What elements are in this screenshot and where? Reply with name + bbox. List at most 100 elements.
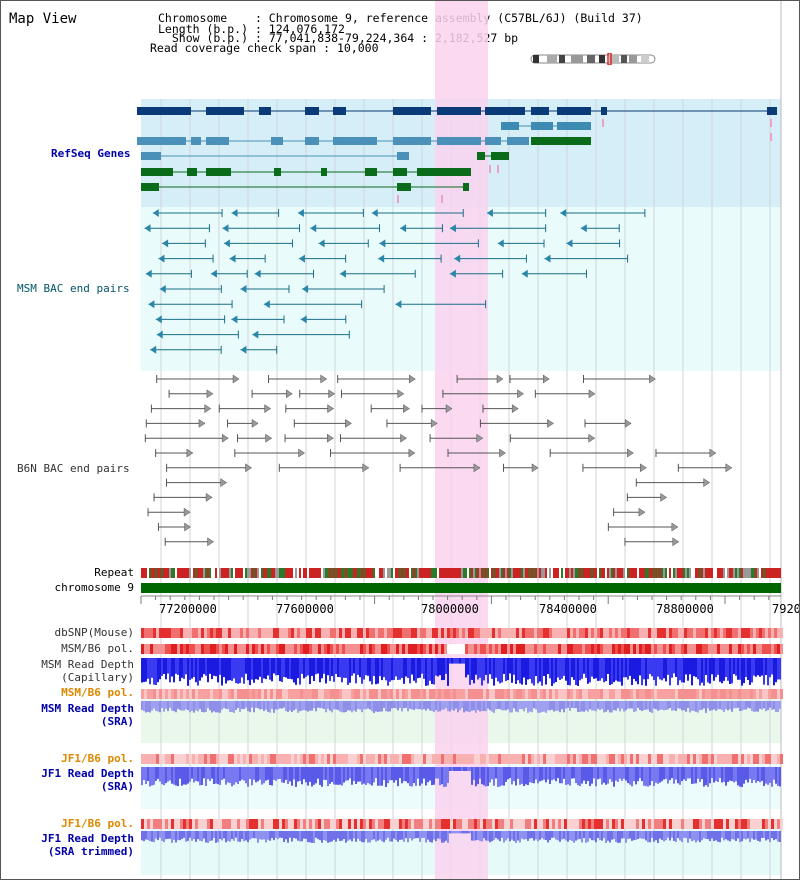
heat-cell [780, 819, 783, 829]
depth-bar [649, 831, 651, 843]
repeat-element [177, 568, 179, 578]
depth-bar [141, 701, 143, 710]
depth-bar [653, 658, 655, 681]
depth-bar [187, 767, 189, 784]
heat-cell [192, 644, 195, 654]
heat-cell [540, 754, 543, 764]
depth-bar [691, 701, 693, 711]
refseq-exon [485, 107, 525, 115]
heat-cell [504, 689, 507, 699]
depth-bar [265, 767, 267, 781]
depth-bar [549, 658, 551, 679]
heat-cell [717, 689, 720, 699]
depth-bar [435, 767, 437, 779]
heat-cell [489, 819, 492, 829]
heat-cell [291, 819, 294, 829]
depth-bar [535, 767, 537, 780]
heat-cell [534, 819, 537, 829]
heat-cell [612, 628, 615, 638]
depth-bar [385, 831, 387, 840]
depth-bar [171, 831, 173, 843]
heat-cell [144, 644, 147, 654]
repeat-element [297, 568, 299, 578]
heat-cell [228, 628, 231, 638]
heat-cell [444, 628, 447, 638]
heat-cell [729, 819, 732, 829]
depth-bar [309, 767, 311, 782]
heat-cell [519, 754, 522, 764]
repeat-element [437, 568, 439, 578]
heat-cell [408, 754, 411, 764]
depth-bar [231, 658, 233, 681]
heat-cell [222, 689, 225, 699]
msm-bac-end [144, 224, 151, 233]
depth-bar [405, 767, 407, 782]
heat-cell [603, 689, 606, 699]
depth-bar [445, 831, 447, 841]
repeat-element [333, 568, 335, 578]
heat-cell [444, 754, 447, 764]
heat-cell [393, 819, 396, 829]
track-label-refseq[interactable]: RefSeq Genes [51, 147, 131, 160]
heat-cell [405, 689, 408, 699]
heat-cell [669, 689, 672, 699]
repeat-element [623, 568, 625, 578]
heat-cell [630, 689, 633, 699]
depth-bar [211, 658, 213, 680]
heat-cell [213, 689, 216, 699]
heat-cell [675, 819, 678, 829]
refseq-exon [141, 152, 161, 160]
depth-bar [343, 701, 345, 713]
heat-cell [456, 689, 459, 699]
repeat-element [563, 568, 565, 578]
repeat-element [403, 568, 405, 578]
depth-bar [417, 658, 419, 679]
msm-bac-end [158, 254, 165, 263]
depth-bar [267, 658, 269, 676]
heat-cell [159, 689, 162, 699]
msm-bac-end [580, 224, 587, 233]
repeat-element [625, 568, 627, 578]
heat-cell [219, 819, 222, 829]
heat-cell [528, 628, 531, 638]
depth-bar [365, 767, 367, 786]
depth-bar [315, 831, 317, 838]
heat-cell [348, 754, 351, 764]
heat-cell [369, 754, 372, 764]
track-label-b6n-bac[interactable]: B6N BAC end pairs [17, 462, 130, 475]
repeat-element [535, 568, 537, 578]
depth-bar [281, 767, 283, 783]
repeat-element [761, 568, 763, 578]
depth-bar [589, 658, 591, 683]
depth-bar [681, 831, 683, 843]
heat-cell [231, 819, 234, 829]
heat-cell [558, 754, 561, 764]
depth-bar [165, 701, 167, 709]
depth-bar [241, 831, 243, 840]
depth-bar [635, 658, 637, 682]
depth-bar [347, 701, 349, 711]
depth-bar [261, 658, 263, 683]
repeat-element [651, 568, 653, 578]
heat-cell [687, 689, 690, 699]
heat-cell [702, 644, 705, 654]
heat-cell [387, 689, 390, 699]
depth-bar [345, 701, 347, 712]
depth-bar [609, 701, 611, 713]
chromosome-ideogram[interactable] [529, 53, 659, 65]
depth-bar [375, 658, 377, 685]
heat-cell [165, 689, 168, 699]
heat-cell [465, 754, 468, 764]
heat-cell [357, 644, 360, 654]
depth-bar [329, 658, 331, 681]
depth-bar [261, 831, 263, 840]
depth-bar [507, 767, 509, 780]
depth-bar [721, 831, 723, 838]
track-label-msm-bac[interactable]: MSM BAC end pairs [17, 282, 130, 295]
refseq-exon [437, 107, 481, 115]
heat-cell [525, 819, 528, 829]
heat-cell [291, 644, 294, 654]
repeat-element [203, 568, 205, 578]
heat-cell [333, 689, 336, 699]
